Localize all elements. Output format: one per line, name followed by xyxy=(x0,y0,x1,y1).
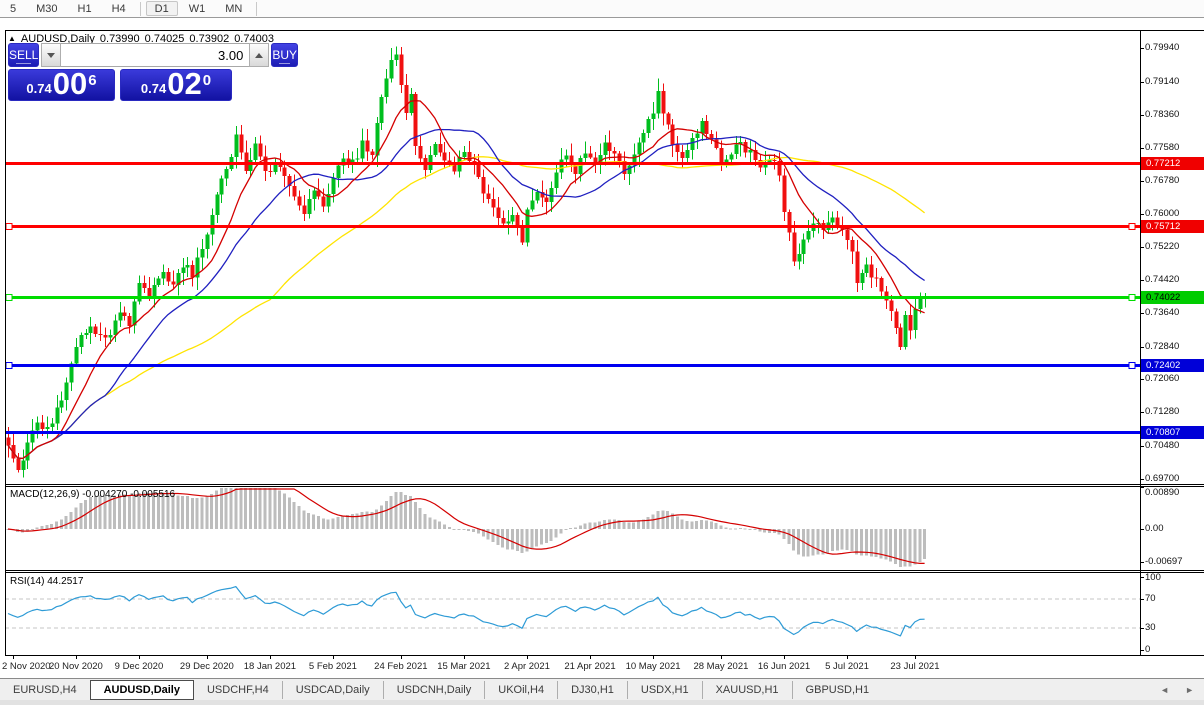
tab-ukoil-h4[interactable]: UKOil,H4 xyxy=(484,680,557,699)
chart-tab-bar: EURUSD,H4 AUDUSD,Daily USDCHF,H4 USDCAD,… xyxy=(0,678,1204,700)
tab-usdchf-h4[interactable]: USDCHF,H4 xyxy=(206,683,269,696)
tab-xauusd-h1[interactable]: XAUUSD,H1 xyxy=(701,680,792,699)
tf-button-w1[interactable]: W1 xyxy=(188,3,206,15)
tab-dj30-h1[interactable]: DJ30,H1 xyxy=(557,680,627,699)
volume-decrease-button[interactable] xyxy=(41,43,62,67)
tf-button-mn[interactable]: MN xyxy=(225,3,243,15)
ohlc-high: 0.74025 xyxy=(144,33,185,45)
ohlc-close: 0.74003 xyxy=(234,33,274,45)
tf-button-h1[interactable]: H1 xyxy=(77,3,92,15)
tab-usdx-h1[interactable]: USDX,H1 xyxy=(626,680,702,699)
one-click-trading-panel: SELL BUY 0.74 00 6 0.74 02 0 xyxy=(8,43,299,101)
ohlc-open: 0.73990 xyxy=(99,33,140,45)
rsi-label: RSI(14) 44.2517 xyxy=(10,576,83,587)
buy-price-pipette: 0 xyxy=(202,72,212,89)
ohlc-low: 0.73902 xyxy=(189,33,230,45)
tab-audusd-daily[interactable]: AUDUSD,Daily xyxy=(89,679,194,700)
buy-price-quote[interactable]: 0.74 02 0 xyxy=(120,66,232,101)
tab-scroll-right-icon[interactable]: ► xyxy=(1185,684,1194,695)
tab-scroll-arrows: ◄ ► xyxy=(1160,685,1204,695)
tab-usdcnh-daily[interactable]: USDCNH,Daily xyxy=(382,680,485,699)
macd-signal-value: -0.005516 xyxy=(130,489,176,500)
toolbar-separator xyxy=(256,1,258,16)
buy-button[interactable]: BUY xyxy=(271,43,299,67)
sell-price-quote[interactable]: 0.74 00 6 xyxy=(8,66,115,101)
tf-button-m30[interactable]: M30 xyxy=(36,3,58,15)
macd-label: MACD(12,26,9) -0.004270 -0.005516 xyxy=(10,489,175,500)
hline-0.72402[interactable] xyxy=(5,361,1140,370)
macd-name: MACD(12,26,9) xyxy=(10,489,80,500)
tab-eurusd-h4[interactable]: EURUSD,H4 xyxy=(13,683,77,696)
tf-button-m5[interactable]: 5 xyxy=(10,3,17,15)
one-click-collapse-icon[interactable]: ▲ xyxy=(8,33,16,43)
hline-0.75712[interactable] xyxy=(5,222,1140,231)
tab-scroll-left-icon[interactable]: ◄ xyxy=(1160,684,1170,695)
triangle-down-icon xyxy=(47,52,56,58)
triangle-up-icon xyxy=(255,52,264,58)
volume-stepper xyxy=(39,43,271,67)
rsi-value: 44.2517 xyxy=(47,576,84,587)
hline-0.74022[interactable] xyxy=(5,293,1140,302)
window-bottom-edge xyxy=(0,700,1204,705)
tab-gbpusd-h1[interactable]: GBPUSD,H1 xyxy=(791,680,883,699)
sell-button[interactable]: SELL xyxy=(8,43,40,67)
timeframe-toolbar: 5 M30 H1 H4 D1 W1 MN xyxy=(0,0,1204,18)
volume-increase-button[interactable] xyxy=(249,43,270,67)
sell-price-big-digits: 00 xyxy=(52,66,88,101)
rsi-name: RSI(14) xyxy=(10,576,45,587)
macd-value: -0.004270 xyxy=(82,489,128,500)
tab-usdcad-daily[interactable]: USDCAD,Daily xyxy=(281,680,383,699)
sell-price-pipette: 6 xyxy=(88,72,97,89)
tf-button-d1[interactable]: D1 xyxy=(145,1,178,16)
tf-button-h4[interactable]: H4 xyxy=(111,3,126,15)
volume-input[interactable] xyxy=(61,43,250,67)
sell-price-prefix: 0.74 xyxy=(26,81,52,96)
symbol-period-label: AUDUSD,Daily xyxy=(20,33,95,45)
buy-price-big-digits: 02 xyxy=(167,66,202,101)
chart-title: ▲ AUDUSD,Daily 0.73990 0.74025 0.73902 0… xyxy=(8,33,274,45)
toolbar-separator xyxy=(139,1,141,16)
buy-price-prefix: 0.74 xyxy=(140,81,167,96)
